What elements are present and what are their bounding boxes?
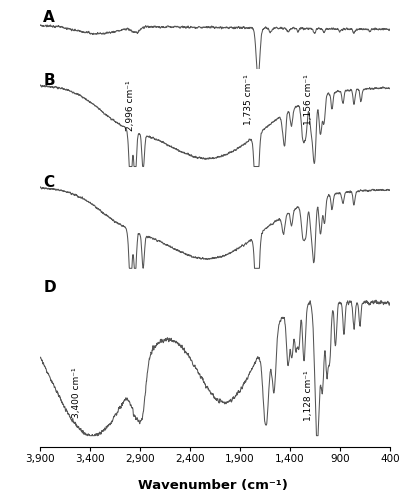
Text: 1,128 cm⁻¹: 1,128 cm⁻¹ (303, 370, 312, 421)
Text: D: D (43, 280, 56, 295)
Text: 2,996 cm⁻¹: 2,996 cm⁻¹ (126, 80, 135, 132)
Text: 3,400 cm⁻¹: 3,400 cm⁻¹ (71, 368, 81, 418)
Text: 1,735 cm⁻¹: 1,735 cm⁻¹ (243, 74, 252, 125)
Text: A: A (43, 10, 55, 25)
Text: C: C (43, 175, 54, 190)
Text: Wavenumber (cm⁻¹): Wavenumber (cm⁻¹) (138, 480, 287, 492)
Text: B: B (43, 74, 55, 88)
Text: 1,156 cm⁻¹: 1,156 cm⁻¹ (303, 74, 312, 125)
